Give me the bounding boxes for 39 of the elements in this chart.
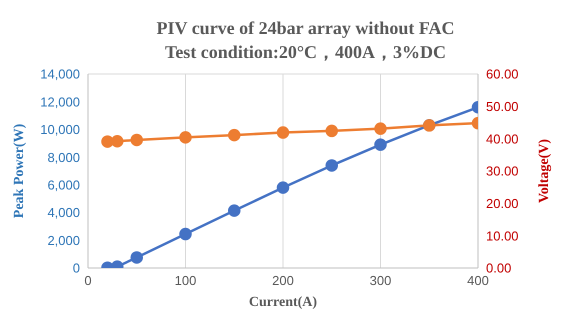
y-tick-label: 2,000: [47, 232, 80, 248]
x-tick-label: 200: [272, 273, 294, 288]
point: [326, 124, 338, 138]
y-axis-title: Peak Power(W): [12, 123, 27, 218]
y-tick-label: 8,000: [47, 150, 80, 165]
y2-axis-title: Voltage(V): [536, 138, 552, 204]
point: [228, 128, 240, 142]
point: [326, 159, 338, 172]
y2-tick-label: 50.00: [486, 98, 519, 114]
point: [228, 204, 240, 217]
y-tick-label: 4,000: [47, 205, 80, 220]
point: [276, 126, 290, 139]
y-tick-label: 10,000: [40, 122, 80, 138]
chart-subtitle: Test condition:20°C，400A，3%DC: [164, 41, 448, 64]
point: [179, 131, 192, 144]
y2-tick-label: 10.00: [486, 228, 519, 244]
y-tick-label: 0: [72, 260, 80, 276]
point: [111, 135, 124, 148]
y2-tick-label: 20.00: [486, 196, 519, 211]
chart-title: PIV curve of 24bar array without FAC: [156, 17, 456, 40]
y-tick-label: 14,000: [40, 66, 80, 82]
point: [130, 251, 143, 264]
y2-tick-label: 30.00: [486, 164, 519, 179]
y-tick-label: 6,000: [47, 177, 80, 192]
point: [374, 138, 387, 151]
point: [130, 134, 143, 146]
x-tick-label: 0: [84, 273, 92, 288]
x-axis-title: Current(A): [248, 295, 318, 310]
x-tick-label: 300: [370, 273, 392, 288]
point: [374, 122, 387, 135]
y2-tick-label: 40.00: [486, 131, 519, 146]
point: [179, 228, 192, 240]
y2-tick-label: 0.00: [486, 260, 512, 276]
point: [276, 181, 290, 194]
y2-tick-label: 60.00: [486, 66, 519, 82]
point: [101, 135, 114, 148]
x-tick-label: 100: [174, 273, 196, 288]
x-tick-label: 400: [467, 273, 489, 288]
y-tick-label: 12,000: [40, 94, 80, 110]
